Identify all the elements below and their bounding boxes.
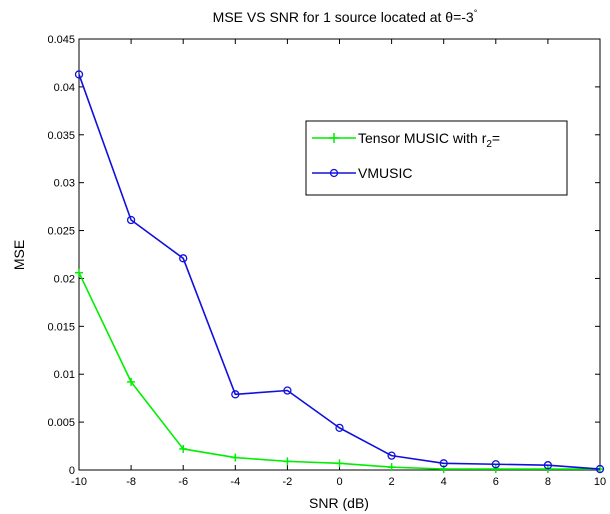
y-tick-label: 0.005 (47, 417, 75, 429)
series-line-vmusic (78, 74, 601, 470)
legend-marker-vmusic (329, 168, 339, 178)
x-tick-label: -6 (178, 476, 188, 488)
x-tick-label: 4 (441, 476, 447, 488)
legend-label-tensor-music-tail: = (492, 130, 500, 146)
x-tick-label: 2 (389, 476, 395, 488)
data-point-vmusic (491, 460, 500, 469)
chart-title-main: MSE VS SNR for 1 source located at θ=-3 (213, 9, 474, 25)
x-tick-label: 8 (545, 476, 551, 488)
data-point-vmusic (387, 451, 396, 460)
y-tick-label: 0.025 (47, 226, 75, 238)
data-point-tensor-music (283, 457, 292, 466)
data-point-tensor-music (231, 453, 240, 462)
x-tick-label: -10 (71, 476, 87, 488)
y-tick-label: 0.04 (54, 82, 75, 94)
legend-label-vmusic: VMUSIC (358, 165, 412, 181)
data-point-vmusic (439, 459, 448, 468)
data-point-tensor-music (127, 377, 136, 386)
legend-box (305, 120, 568, 196)
data-point-vmusic (335, 423, 344, 433)
y-tick-label: 0.035 (47, 130, 75, 142)
x-axis-ticks: -10 -8 -6 -4 -2 0 2 4 6 8 10 (71, 39, 606, 488)
y-tick-label: 0.045 (47, 34, 75, 46)
data-point-vmusic (179, 254, 188, 263)
y-tick-label: 0 (69, 465, 75, 477)
data-point-tensor-music (491, 465, 500, 474)
legend-label-tensor-music-main: Tensor MUSIC with r (358, 130, 487, 146)
x-tick-label: 0 (336, 476, 342, 488)
x-tick-label: 10 (594, 476, 606, 488)
data-point-vmusic (283, 386, 292, 395)
x-tick-label: -8 (126, 476, 136, 488)
data-point-tensor-music (387, 463, 396, 472)
legend-marker-tensor-music (329, 133, 339, 143)
data-point-tensor-music (179, 444, 188, 453)
y-axis-ticks: 0 0.005 0.01 0.015 0.02 0.025 0.03 0.035 0.04 0.0… (47, 34, 600, 477)
data-point-vmusic (595, 464, 605, 474)
y-tick-label: 0.03 (54, 178, 75, 190)
data-point-tensor-music (335, 459, 344, 468)
y-tick-label: 0.015 (47, 321, 75, 333)
x-tick-label: -4 (230, 476, 240, 488)
data-point-vmusic (543, 461, 553, 470)
x-tick-label: 6 (493, 476, 499, 488)
data-point-vmusic (126, 215, 136, 225)
y-axis-label: MSE (11, 240, 27, 270)
legend-label-tensor-music: Tensor MUSIC with r2= (358, 130, 500, 150)
y-tick-label: 0.02 (54, 273, 75, 285)
y-tick-label: 0.01 (54, 369, 75, 381)
series-layer (74, 70, 605, 474)
chart-title: MSE VS SNR for 1 source located at θ=-3° (213, 8, 478, 25)
legend-label-tensor-music-sub: 2 (486, 139, 492, 150)
legend: Tensor MUSIC with r2= VMUSIC (305, 120, 568, 196)
data-point-vmusic (231, 390, 240, 399)
data-point-vmusic (74, 70, 84, 79)
data-point-tensor-music (75, 268, 83, 277)
x-axis-label: SNR (dB) (309, 495, 369, 511)
chart-title-degree: ° (474, 8, 478, 18)
x-tick-label: -2 (283, 476, 293, 488)
plot-area (78, 38, 601, 471)
